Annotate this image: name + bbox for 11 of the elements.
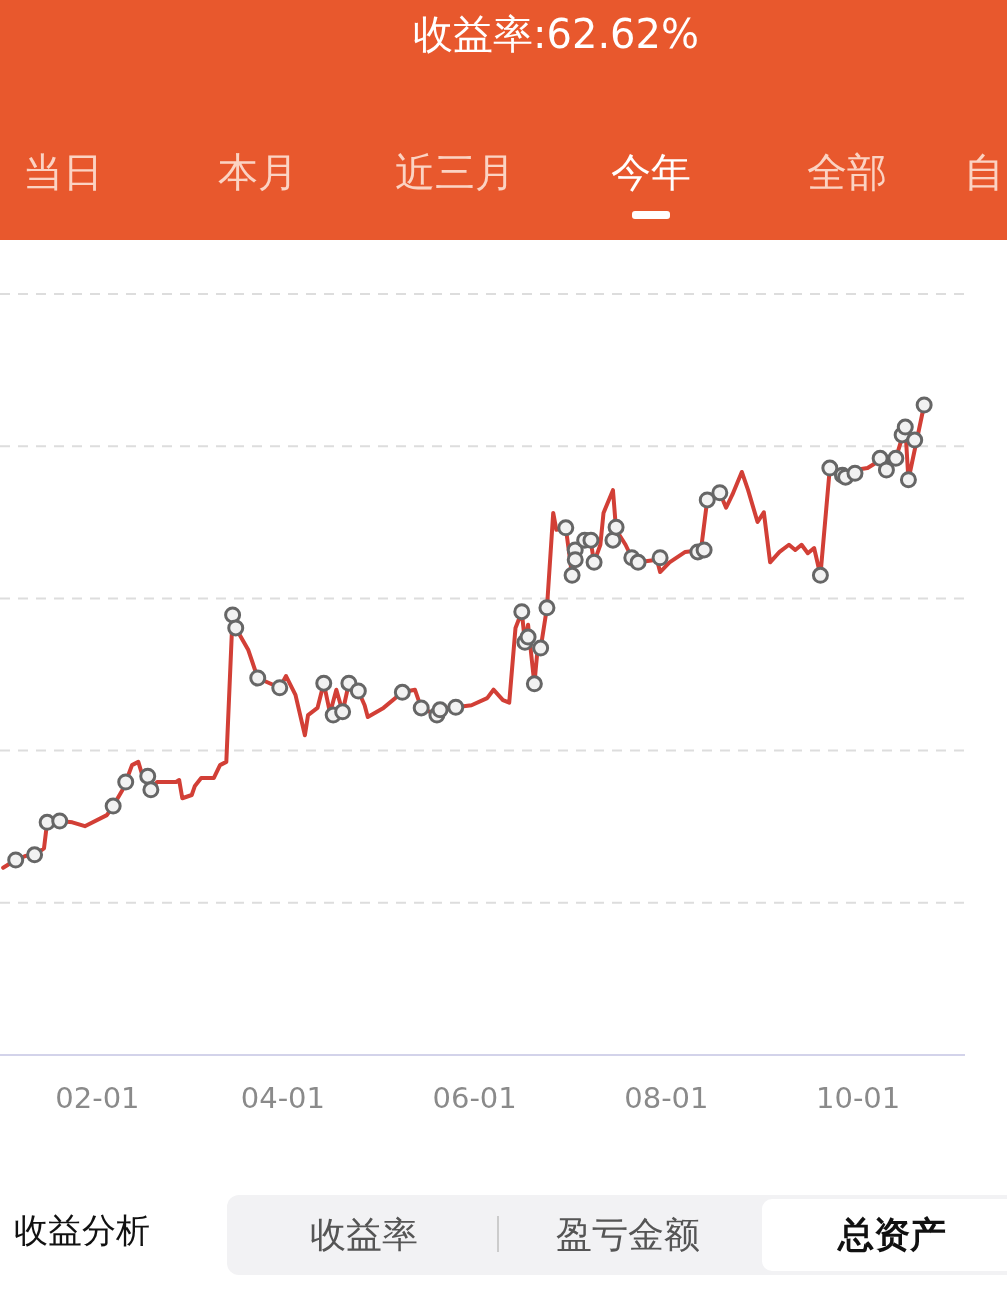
annotation: 本月 — [218, 149, 298, 195]
annotation: 收益率 — [310, 1214, 418, 1255]
title: 收益率:62.62% — [413, 11, 699, 57]
annotation: 近三月 — [395, 149, 515, 195]
annotation: 盈亏金额 — [556, 1214, 700, 1255]
annotation: 收益分析 — [14, 1210, 150, 1250]
annotation: 总资产 — [838, 1214, 946, 1255]
annotation: 当日 — [23, 149, 103, 195]
annotation: 今年 — [611, 149, 691, 195]
annotation: 自 — [964, 149, 1004, 195]
annotation: 全部 — [807, 149, 887, 195]
